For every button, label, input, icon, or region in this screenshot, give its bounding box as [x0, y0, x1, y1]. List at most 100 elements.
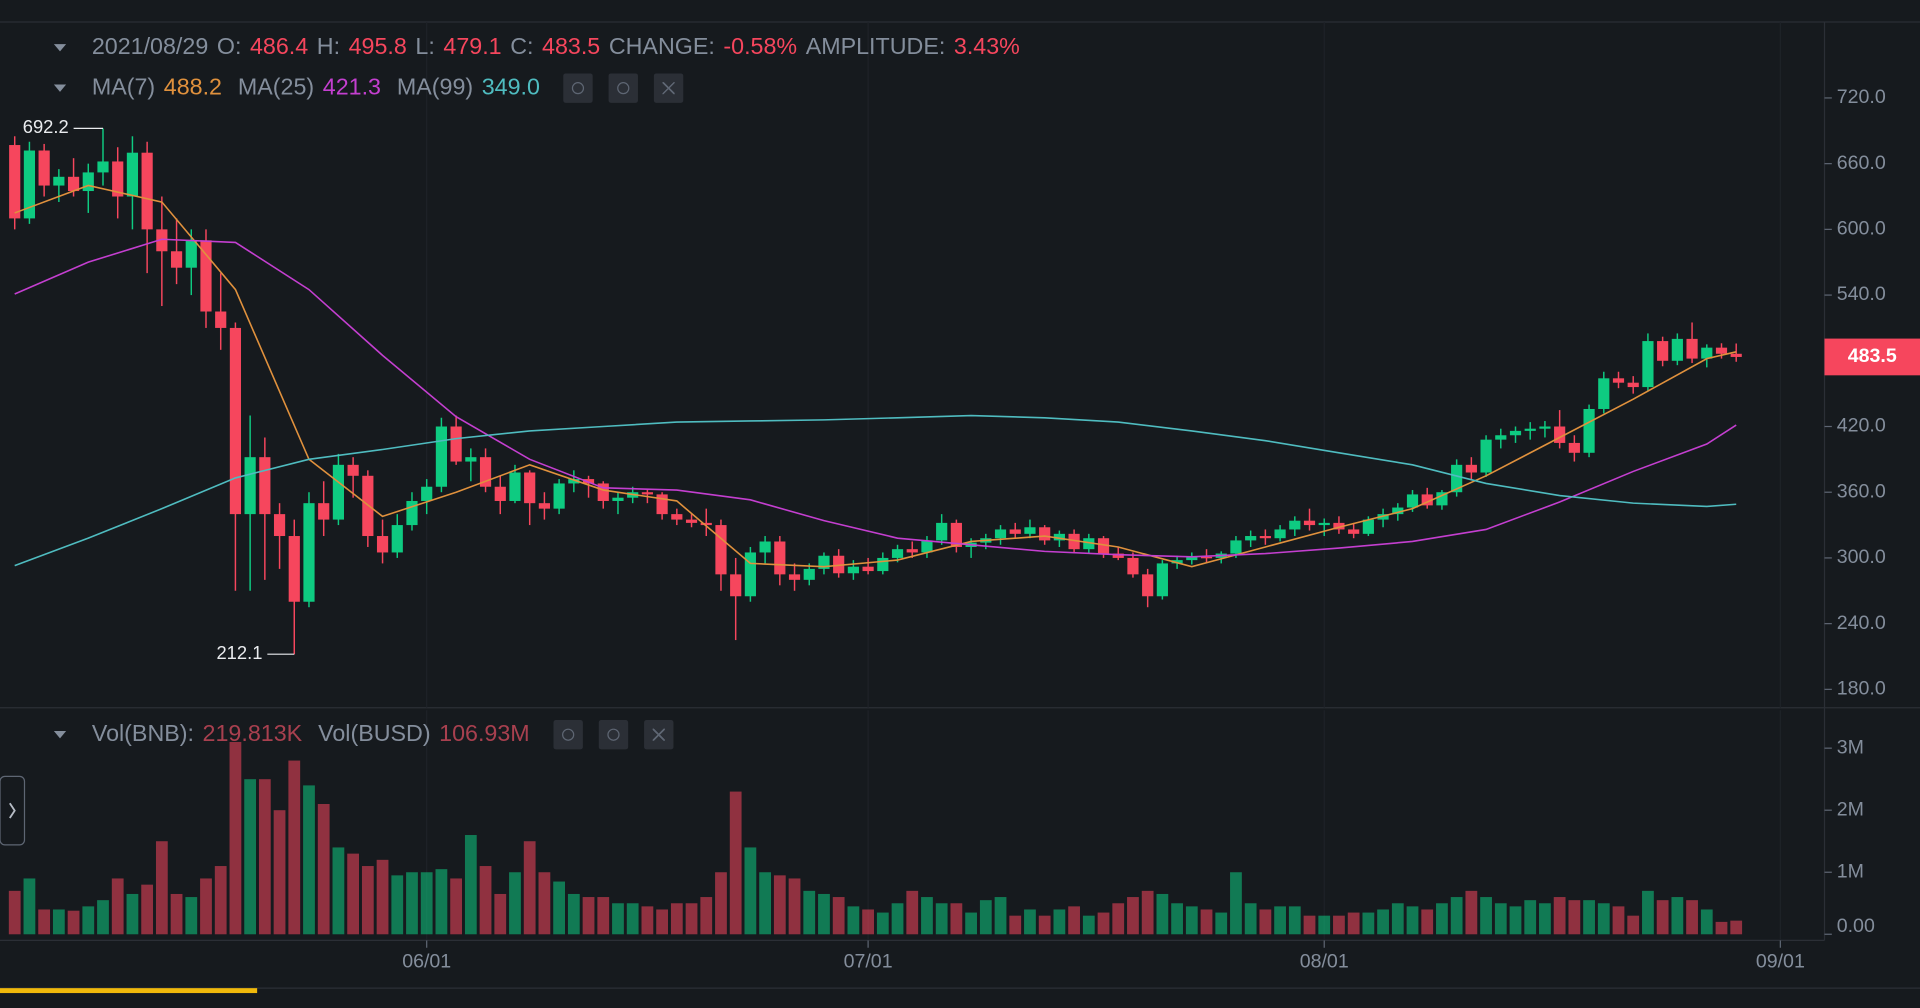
- candle-body: [1289, 520, 1301, 530]
- candle-body: [1097, 538, 1110, 554]
- collapse-icon[interactable]: [53, 44, 67, 52]
- candle-body: [818, 555, 830, 569]
- candle-body: [1509, 430, 1522, 436]
- volume-tick-label: 1M: [1837, 860, 1864, 882]
- volume-bar: [97, 900, 109, 935]
- candle-body: [877, 557, 889, 572]
- volume-bar: [641, 906, 654, 935]
- candle-body: [112, 161, 124, 197]
- volume-bar: [1156, 893, 1169, 935]
- y-tick-label: 540.0: [1837, 283, 1886, 305]
- volume-bar: [1436, 903, 1448, 935]
- candle-body: [891, 549, 904, 558]
- candle-body: [641, 492, 653, 495]
- volume-bar: [1450, 897, 1463, 935]
- candle-body: [833, 555, 845, 574]
- volume-bar: [1215, 912, 1228, 935]
- y-tick-label: 300.0: [1837, 546, 1886, 568]
- volume-bar: [1524, 900, 1537, 935]
- volume-bar: [906, 890, 919, 935]
- volume-bar: [479, 866, 492, 935]
- volume-bar: [52, 909, 65, 935]
- volume-bar: [832, 897, 845, 935]
- volume-bar: [1377, 909, 1389, 935]
- candle-body: [1083, 538, 1095, 550]
- candle-body: [1171, 560, 1183, 564]
- collapse-icon[interactable]: [53, 731, 67, 739]
- volume-bar: [700, 897, 713, 935]
- volume-bar: [729, 791, 742, 935]
- volume-legend: Vol(BNB): 219.813K Vol(BUSD) 106.93M: [53, 720, 673, 750]
- candle-body: [288, 536, 300, 602]
- y-tick-label: 600.0: [1837, 218, 1886, 240]
- price-tag-label: 483.5: [1848, 345, 1897, 367]
- candle-body: [23, 150, 36, 219]
- candle-body: [950, 522, 962, 547]
- expand-button[interactable]: [0, 775, 26, 846]
- volume-bar: [229, 741, 242, 935]
- candle-body: [656, 494, 668, 515]
- candle-body: [1259, 536, 1271, 539]
- icon-eye[interactable]: [563, 73, 593, 103]
- candle-body: [538, 503, 550, 509]
- volume-bar: [1480, 897, 1492, 935]
- volume-bar: [1568, 900, 1581, 935]
- candle-body: [126, 152, 139, 197]
- candle-body: [788, 574, 801, 580]
- candle-body: [1671, 338, 1683, 361]
- volume-bar: [1230, 872, 1242, 935]
- volume-bar: [391, 875, 404, 935]
- candle-body: [803, 568, 815, 580]
- high-label: H:: [316, 34, 341, 61]
- volume-bar: [1494, 903, 1507, 935]
- candle-body: [406, 500, 418, 526]
- expand-arrow: [9, 802, 16, 819]
- candle-body: [906, 549, 918, 553]
- open-value: 486.4: [249, 34, 309, 61]
- volume-bar: [1686, 900, 1698, 935]
- candle-body: [1480, 439, 1492, 473]
- volume-tick-label: 2M: [1837, 798, 1864, 820]
- volume-bar: [1097, 912, 1110, 935]
- candle-body: [303, 503, 315, 602]
- candle-body: [82, 172, 94, 192]
- candle-body: [1200, 556, 1213, 559]
- volume-bar: [450, 878, 463, 935]
- candle-body: [730, 574, 742, 597]
- collapse-icon[interactable]: [53, 84, 67, 92]
- volume-bar: [876, 912, 889, 935]
- icon-gear[interactable]: [608, 73, 638, 103]
- volume-bar: [126, 893, 139, 935]
- icon-gear[interactable]: [598, 720, 628, 750]
- volume-bar: [773, 875, 786, 935]
- y-tick-label: 240.0: [1837, 612, 1886, 634]
- price-tag: [1824, 338, 1920, 376]
- icon-x[interactable]: [653, 73, 684, 103]
- candle-body: [1274, 529, 1286, 539]
- candle-body: [1495, 435, 1507, 440]
- candle-body: [1156, 563, 1168, 597]
- volume-bar: [1597, 903, 1610, 935]
- volume-bar: [288, 760, 301, 935]
- candle-body: [1627, 382, 1639, 388]
- volume-bar: [1347, 912, 1360, 935]
- candle-body: [994, 529, 1007, 539]
- volume-bar: [258, 779, 271, 935]
- candle-body: [1348, 529, 1360, 534]
- candle-body: [1554, 426, 1566, 443]
- candle-body: [1421, 494, 1433, 506]
- change-value: -0.58%: [723, 34, 798, 61]
- low-value: 479.1: [443, 34, 502, 61]
- y-tick-label: 720.0: [1837, 86, 1886, 108]
- high-annotation: 692.2: [23, 116, 69, 137]
- candle-body: [1612, 378, 1625, 383]
- volume-bar: [1333, 915, 1345, 935]
- icon-x[interactable]: [643, 720, 673, 750]
- volume-bar: [317, 804, 330, 935]
- candle-body: [1642, 341, 1654, 388]
- volume-bar: [244, 779, 257, 935]
- low-label: L:: [415, 34, 435, 61]
- icon-eye[interactable]: [552, 720, 583, 750]
- volume-bar: [1141, 890, 1154, 935]
